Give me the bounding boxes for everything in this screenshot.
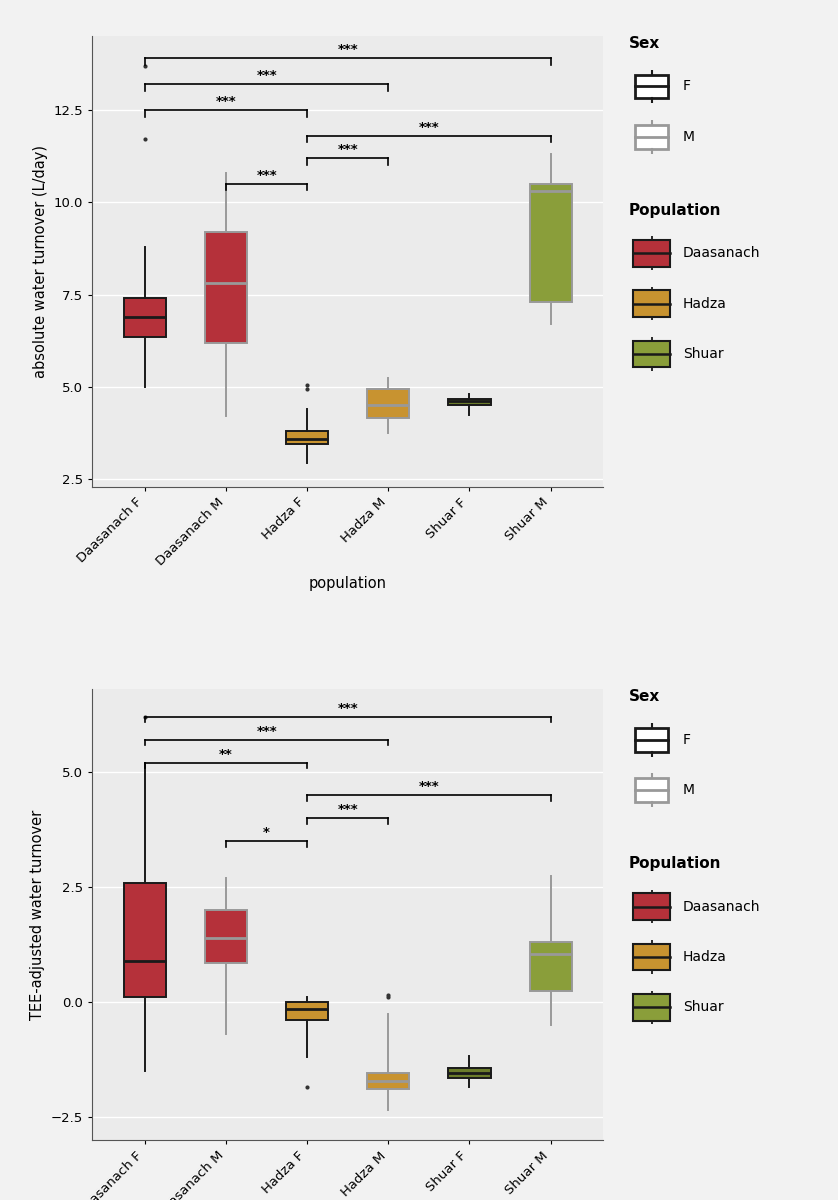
Bar bbox=[635, 74, 668, 98]
Bar bbox=[124, 299, 166, 337]
Text: ***: *** bbox=[338, 803, 358, 816]
Text: ***: *** bbox=[419, 780, 439, 793]
Text: Daasanach: Daasanach bbox=[683, 900, 760, 913]
Text: ***: *** bbox=[215, 95, 236, 108]
Text: Population: Population bbox=[628, 856, 721, 871]
Bar bbox=[634, 994, 670, 1021]
Text: Sex: Sex bbox=[628, 36, 660, 50]
Text: Hadza: Hadza bbox=[683, 950, 727, 964]
Bar bbox=[634, 943, 670, 971]
Bar bbox=[530, 942, 572, 990]
Text: *: * bbox=[263, 826, 270, 839]
Bar bbox=[635, 728, 668, 751]
Text: ***: *** bbox=[256, 169, 277, 182]
Text: Shuar: Shuar bbox=[683, 1001, 723, 1014]
Text: M: M bbox=[683, 130, 695, 144]
Text: ***: *** bbox=[338, 702, 358, 715]
Text: Sex: Sex bbox=[628, 689, 660, 704]
Bar bbox=[286, 1002, 328, 1020]
Text: Population: Population bbox=[628, 203, 721, 218]
Bar bbox=[448, 1068, 490, 1078]
Text: Shuar: Shuar bbox=[683, 347, 723, 361]
X-axis label: population: population bbox=[308, 576, 387, 592]
Bar bbox=[634, 341, 670, 367]
Text: Hadza: Hadza bbox=[683, 296, 727, 311]
Bar bbox=[635, 779, 668, 802]
Text: **: ** bbox=[220, 748, 233, 761]
Text: ***: *** bbox=[256, 70, 277, 82]
Bar bbox=[635, 125, 668, 149]
Text: ***: *** bbox=[338, 43, 358, 56]
Bar bbox=[367, 389, 410, 419]
Text: Daasanach: Daasanach bbox=[683, 246, 760, 260]
Bar bbox=[124, 882, 166, 997]
Bar bbox=[530, 184, 572, 302]
Text: F: F bbox=[683, 733, 691, 746]
Text: F: F bbox=[683, 79, 691, 94]
Text: ***: *** bbox=[338, 143, 358, 156]
Bar bbox=[205, 232, 247, 342]
Y-axis label: TEE-adjusted water turnover: TEE-adjusted water turnover bbox=[30, 810, 45, 1020]
Bar bbox=[634, 240, 670, 266]
Bar bbox=[286, 431, 328, 444]
Bar bbox=[448, 398, 490, 404]
Bar bbox=[205, 910, 247, 962]
Bar bbox=[634, 290, 670, 317]
Text: ***: *** bbox=[419, 121, 439, 134]
Text: ***: *** bbox=[256, 725, 277, 738]
Y-axis label: absolute water turnover (L/day): absolute water turnover (L/day) bbox=[33, 145, 48, 378]
Text: M: M bbox=[683, 784, 695, 797]
Bar bbox=[367, 1073, 410, 1088]
Bar bbox=[634, 893, 670, 920]
